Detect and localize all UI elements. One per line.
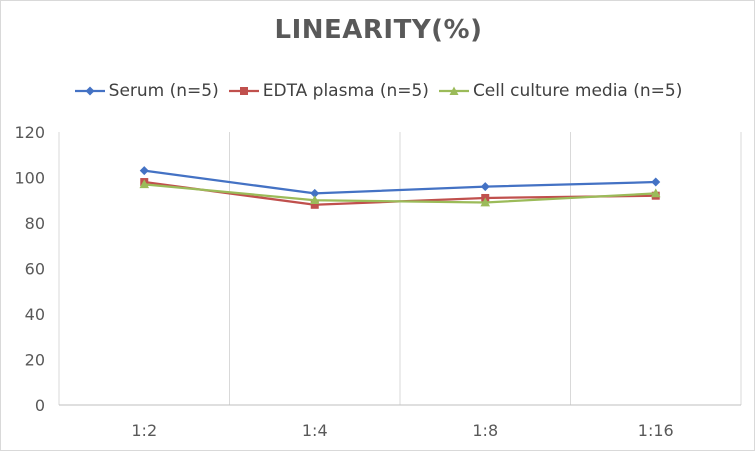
legend: Serum (n=5) EDTA plasma (n=5) Cell cultu… (1, 81, 755, 101)
y-tick-label: 0 (35, 396, 45, 415)
series-line-cell-culture-media (144, 183, 656, 204)
legend-label-edta-plasma: EDTA plasma (n=5) (262, 81, 429, 101)
chart-title: LINEARITY(%) (274, 15, 483, 45)
data-point-serum (651, 177, 661, 187)
data-point-serum (139, 166, 149, 176)
y-tick-label: 80 (25, 214, 45, 233)
data-point-cell-culture-media (309, 195, 320, 205)
data-point-serum (310, 188, 320, 198)
x-tick-label: 1:8 (472, 421, 498, 440)
y-tick-label: 20 (25, 351, 45, 370)
data-point-cell-culture-media (480, 197, 491, 207)
data-point-cell-culture-media (650, 188, 661, 198)
x-tick-label: 1:2 (131, 421, 157, 440)
legend-item-edta-plasma: EDTA plasma (n=5) (228, 81, 429, 101)
legend-label-serum: Serum (n=5) (108, 81, 219, 101)
legend-swatch-cell-culture-media (438, 86, 469, 95)
x-tick-label: 1:4 (302, 421, 328, 440)
data-point-cell-culture-media (139, 179, 150, 189)
y-tick-label: 120 (14, 123, 45, 142)
legend-swatch-serum (74, 86, 105, 96)
x-tick-label: 1:16 (638, 421, 674, 440)
legend-item-cell-culture-media: Cell culture media (n=5) (438, 81, 683, 101)
legend-item-serum: Serum (n=5) (74, 81, 219, 101)
legend-label-cell-culture-media: Cell culture media (n=5) (472, 81, 683, 101)
y-tick-label: 60 (25, 260, 45, 279)
data-point-serum (480, 182, 490, 192)
y-tick-label: 100 (14, 169, 45, 188)
y-tick-label: 40 (25, 305, 45, 324)
series-line-serum (144, 169, 656, 195)
data-point-edta-plasma (310, 200, 319, 209)
legend-swatch-edta-plasma (228, 87, 259, 95)
